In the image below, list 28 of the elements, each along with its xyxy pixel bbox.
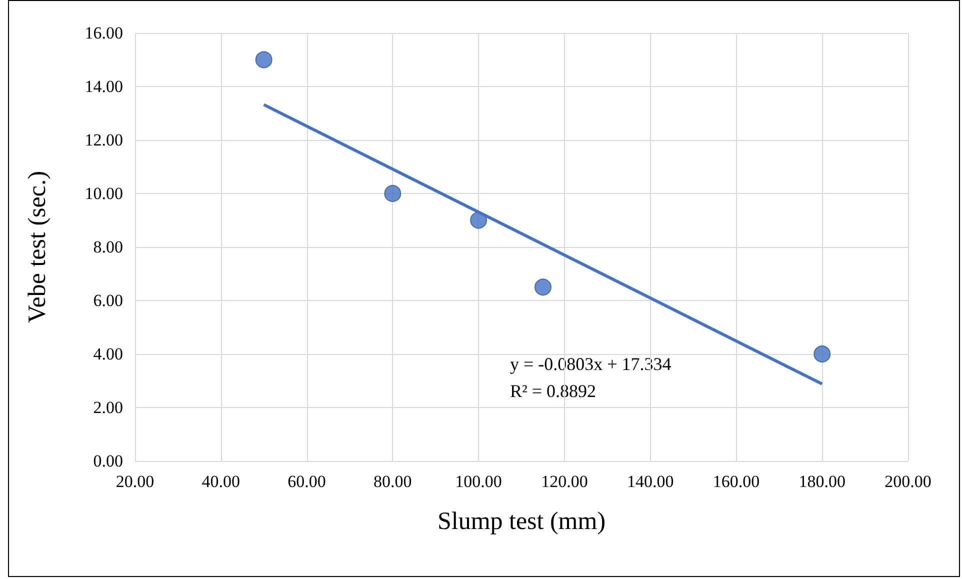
y-tick-label: 16.00	[84, 24, 123, 42]
point	[534, 278, 552, 296]
y-tick-label: 10.00	[84, 184, 123, 203]
y-tick-label: 8.00	[93, 238, 123, 256]
x-axis-title: Slump test (mm)	[437, 508, 606, 535]
x-tick-label: 200.00	[884, 472, 932, 491]
x-tick-label: 80.00	[374, 472, 412, 491]
y-tick-label: 12.00	[84, 130, 123, 150]
x-tick-label: 180.00	[798, 472, 846, 491]
y-axis-title: Vebe test (sec.)	[24, 170, 51, 324]
point	[470, 212, 488, 229]
y-tick-label: 0.00	[93, 452, 123, 470]
y-tick-label: 14.00	[84, 77, 123, 96]
point	[384, 185, 402, 202]
x-tick-label: 140.00	[626, 472, 674, 491]
y-tick-label: 2.00	[93, 398, 123, 417]
x-tick-label: 60.00	[288, 472, 326, 491]
y-tick-label: 4.00	[93, 344, 123, 364]
x-tick-label: 160.00	[712, 472, 760, 491]
x-tick-label: 100.00	[455, 472, 502, 491]
x-tick-label: 40.00	[202, 472, 240, 491]
annotation: y = -0.0803x + 17.334	[510, 354, 672, 374]
x-tick-label: 120.00	[541, 472, 588, 491]
point	[814, 346, 831, 362]
point	[255, 51, 272, 68]
annotation: R² = 0.8892	[510, 381, 596, 401]
y-tick-label: 6.00	[93, 291, 123, 310]
x-tick-label: 20.00	[116, 472, 154, 491]
